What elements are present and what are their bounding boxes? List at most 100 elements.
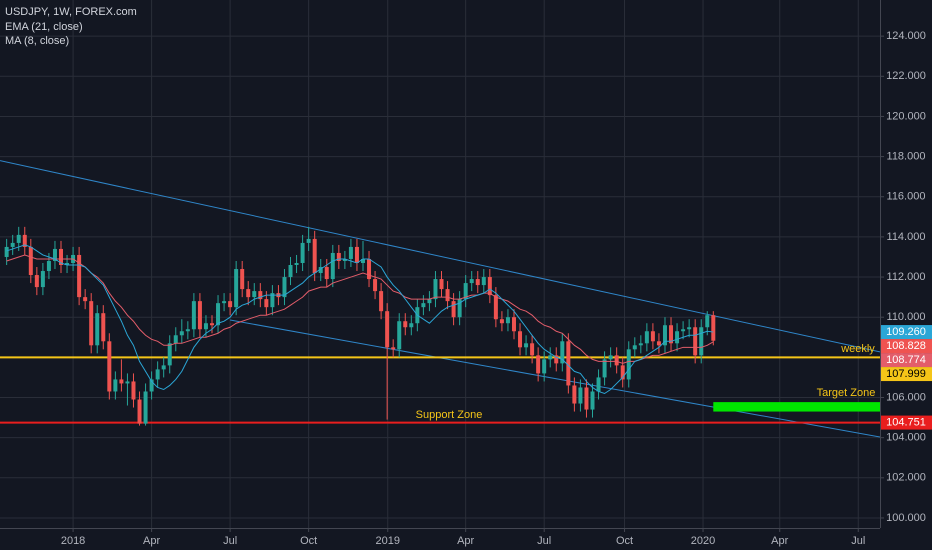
chart-title: USDJPY, 1W, FOREX.com: [5, 6, 137, 18]
candle-body: [572, 385, 577, 404]
candle-body: [191, 301, 196, 330]
candle-body: [167, 343, 172, 366]
candle-body: [119, 379, 124, 384]
candle-body: [367, 258, 372, 280]
candle-body: [216, 303, 221, 326]
price-label: 108.774: [886, 354, 926, 366]
y-tick-label: 122.000: [886, 70, 926, 82]
candle-body: [161, 365, 166, 370]
candle-body: [475, 279, 480, 286]
candle-body: [113, 379, 118, 392]
candle-body: [487, 277, 492, 296]
x-tick-label: Jul: [537, 535, 551, 547]
x-tick-label: 2018: [61, 535, 85, 547]
candle-body: [409, 323, 414, 328]
candle-body: [620, 365, 625, 380]
candle-body: [240, 269, 245, 290]
price-label: 107.999: [886, 368, 926, 380]
y-tick-label: 112.000: [887, 271, 926, 283]
candle-body: [137, 399, 142, 424]
price-label-box: [881, 367, 932, 382]
indicator-line: [6, 244, 714, 395]
candle-body: [288, 265, 293, 278]
candle-body: [258, 291, 263, 300]
candle-body: [542, 359, 547, 374]
candle-body: [705, 315, 710, 328]
indicator-line: [6, 254, 714, 364]
candle-body: [354, 246, 359, 263]
candle-body: [433, 279, 438, 300]
candle-body: [578, 387, 583, 404]
y-tick-label: 114.000: [887, 231, 926, 243]
annotation: Support Zone: [416, 409, 483, 421]
candle-body: [693, 327, 698, 356]
candle-body: [324, 267, 329, 280]
candle-body: [662, 325, 667, 346]
candle-body: [566, 341, 571, 386]
candle-body: [312, 238, 317, 274]
candle-body: [463, 283, 468, 300]
candle-body: [554, 355, 559, 364]
candle-body: [445, 289, 450, 302]
candle-body: [687, 327, 692, 330]
candle-body: [179, 331, 184, 336]
price-label-box: [881, 353, 932, 368]
candle-body: [155, 369, 160, 380]
candle-body: [669, 325, 674, 344]
price-label-box: [881, 339, 932, 354]
candle-body: [379, 291, 384, 312]
x-tick-label: Oct: [300, 535, 317, 547]
candle-body: [294, 262, 299, 266]
x-tick-label: Apr: [457, 535, 474, 547]
x-tick-label: Jul: [223, 535, 237, 547]
x-tick-label: Apr: [771, 535, 788, 547]
x-tick-label: Jul: [851, 535, 865, 547]
candle-body: [511, 317, 516, 332]
candle-body: [143, 391, 148, 424]
x-tick-label: Apr: [143, 535, 160, 547]
candle-body: [481, 277, 486, 286]
candle-body: [499, 319, 504, 324]
y-tick-label: 116.000: [887, 191, 926, 203]
x-tick-label: 2019: [376, 535, 400, 547]
candle-body: [548, 355, 553, 360]
price-label: 108.828: [886, 340, 926, 352]
candle-body: [650, 331, 655, 342]
candle-body: [342, 258, 347, 261]
candle-body: [222, 301, 227, 304]
y-tick-label: 104.000: [886, 432, 926, 444]
candle-body: [173, 335, 178, 344]
candle-body: [457, 299, 462, 318]
candle-body: [65, 262, 70, 266]
candle-body: [656, 341, 661, 346]
y-tick-label: 120.000: [886, 110, 926, 122]
candle-body: [330, 252, 335, 280]
candle-body: [451, 301, 456, 318]
candle-body: [711, 315, 716, 341]
legend-entry: MA (8, close): [5, 35, 69, 47]
candle-body: [626, 349, 631, 380]
candle-body: [89, 301, 94, 346]
y-tick-label: 124.000: [886, 30, 926, 42]
candle-body: [107, 341, 112, 392]
candle-body: [385, 311, 390, 348]
y-tick-label: 102.000: [886, 472, 926, 484]
candle-body: [10, 242, 15, 247]
candle-body: [681, 329, 686, 332]
candle-body: [131, 381, 136, 400]
y-tick-label: 100.000: [886, 512, 926, 524]
annotation: Target Zone: [817, 387, 876, 399]
candle-body: [536, 355, 541, 374]
price-label-box: [881, 325, 932, 340]
y-tick-label: 118.000: [887, 150, 926, 162]
candle-body: [46, 260, 51, 272]
candle-body: [185, 329, 190, 332]
plot-area: [0, 0, 880, 528]
candle-body: [403, 321, 408, 328]
candle-body: [469, 279, 474, 284]
candle-body: [197, 301, 202, 330]
candle-body: [373, 279, 378, 292]
candle-body: [16, 234, 21, 243]
candle-body: [149, 379, 154, 392]
